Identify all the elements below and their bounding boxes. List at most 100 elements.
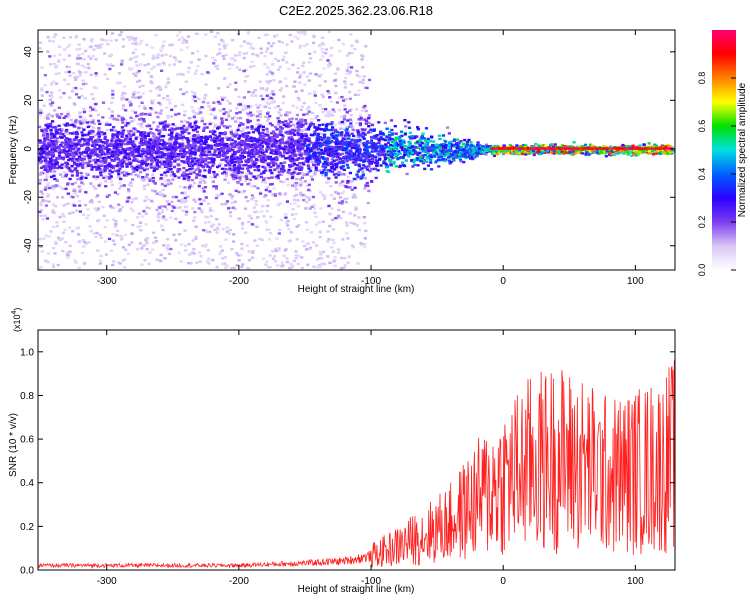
heatmap-cell xyxy=(76,55,80,58)
heatmap-cell xyxy=(277,111,281,114)
heatmap-cell xyxy=(57,60,61,63)
heatmap-cell xyxy=(203,161,207,165)
heatmap-cell xyxy=(190,185,194,188)
heatmap-cell xyxy=(73,168,77,171)
heatmap-cell xyxy=(308,72,313,75)
heatmap-cell xyxy=(216,32,220,35)
heatmap-cell xyxy=(54,242,58,245)
heatmap-cell xyxy=(82,143,86,146)
heatmap-cell xyxy=(116,229,120,232)
heatmap-cell xyxy=(263,159,267,162)
heatmap-cell xyxy=(447,156,451,159)
heatmap-cell xyxy=(51,203,55,206)
heatmap-cell xyxy=(166,179,170,182)
heatmap-cell xyxy=(292,123,296,127)
heatmap-cell xyxy=(144,155,148,158)
heatmap-cell xyxy=(350,244,354,247)
heatmap-cell xyxy=(83,133,87,137)
heatmap-cell xyxy=(97,44,101,47)
heatmap-cell xyxy=(232,240,236,243)
heatmap-cell xyxy=(343,76,348,80)
heatmap-cell xyxy=(280,265,284,268)
heatmap-cell xyxy=(264,115,268,118)
heatmap-cell xyxy=(298,165,302,168)
heatmap-cell xyxy=(262,195,266,198)
heatmap-cell xyxy=(127,141,131,144)
heatmap-cell xyxy=(136,91,140,94)
heatmap-cell xyxy=(133,56,137,59)
heatmap-cell xyxy=(309,121,314,124)
heatmap-cell xyxy=(290,40,294,43)
heatmap-cell xyxy=(357,136,361,139)
heatmap-cell xyxy=(315,258,320,261)
heatmap-cell xyxy=(233,166,237,170)
heatmap-cell xyxy=(204,163,208,166)
heatmap-cell xyxy=(158,122,162,125)
heatmap-cell xyxy=(189,61,193,64)
heatmap-cell xyxy=(73,181,77,185)
heatmap-cell xyxy=(325,161,329,164)
heatmap-cell xyxy=(78,74,82,77)
heatmap-cell xyxy=(164,179,168,183)
heatmap-cell xyxy=(83,66,87,69)
heatmap-cell xyxy=(459,140,463,143)
heatmap-cell xyxy=(215,265,219,269)
heatmap-cell xyxy=(110,32,115,35)
heatmap-cell xyxy=(206,137,210,141)
heatmap-cell xyxy=(106,43,110,46)
heatmap-cell xyxy=(184,41,189,44)
heatmap-cell xyxy=(326,255,330,258)
heatmap-cell xyxy=(102,176,106,180)
heatmap-cell xyxy=(123,233,128,236)
heatmap-cell xyxy=(183,171,187,174)
heatmap-cell xyxy=(298,76,302,79)
heatmap-cell xyxy=(630,154,634,157)
heatmap-cell xyxy=(167,123,171,127)
heatmap-cell xyxy=(170,200,174,204)
heatmap-cell xyxy=(180,36,184,39)
heatmap-cell xyxy=(143,112,147,116)
heatmap-cell xyxy=(287,240,291,243)
heatmap-cell xyxy=(292,152,296,155)
heatmap-cell xyxy=(348,212,352,215)
heatmap-cell xyxy=(226,146,230,150)
heatmap-cell xyxy=(59,96,63,99)
heatmap-cell xyxy=(190,144,194,147)
heatmap-cell xyxy=(338,50,342,53)
heatmap-cell xyxy=(62,135,66,138)
heatmap-cell xyxy=(149,143,154,147)
heatmap-cell xyxy=(297,147,301,151)
heatmap-cell xyxy=(289,202,293,205)
heatmap-cell xyxy=(268,115,272,118)
heatmap-cell xyxy=(158,131,162,134)
heatmap-cell xyxy=(277,165,281,168)
heatmap-cell xyxy=(366,184,370,188)
heatmap-cell xyxy=(303,244,307,248)
heatmap-cell xyxy=(312,144,316,147)
heatmap-cell xyxy=(312,157,317,160)
heatmap-cell xyxy=(138,166,142,170)
heatmap-cell xyxy=(342,118,347,121)
heatmap-cell xyxy=(256,166,260,169)
heatmap-cell xyxy=(223,77,227,80)
heatmap-cell xyxy=(169,247,173,251)
heatmap-cell xyxy=(206,71,210,74)
heatmap-cell xyxy=(314,168,318,171)
heatmap-cell xyxy=(401,139,406,142)
heatmap-cell xyxy=(198,198,202,201)
heatmap-cell xyxy=(46,260,50,264)
heatmap-cell xyxy=(319,230,323,233)
heatmap-cell xyxy=(278,143,282,146)
heatmap-cell xyxy=(83,162,87,165)
heatmap-cell xyxy=(271,161,275,165)
heatmap-cell xyxy=(337,96,341,99)
heatmap-cell xyxy=(267,176,271,180)
heatmap-cell xyxy=(220,192,224,195)
heatmap-cell xyxy=(120,98,124,101)
heatmap-cell xyxy=(81,133,85,137)
heatmap-cell xyxy=(267,166,271,169)
heatmap-cell xyxy=(114,219,118,223)
heatmap-cell xyxy=(183,175,187,179)
heatmap-cell xyxy=(146,183,150,186)
heatmap-cell xyxy=(339,182,343,185)
